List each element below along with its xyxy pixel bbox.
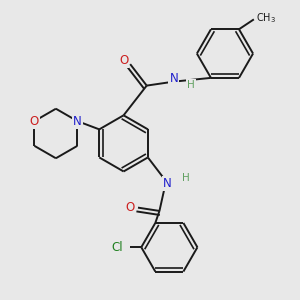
Text: H: H bbox=[187, 80, 195, 90]
Text: H: H bbox=[182, 173, 190, 183]
Text: O: O bbox=[125, 201, 134, 214]
Text: O: O bbox=[30, 115, 39, 128]
Text: N: N bbox=[169, 73, 178, 85]
Text: Cl: Cl bbox=[112, 241, 123, 254]
Text: N: N bbox=[163, 177, 172, 190]
Text: O: O bbox=[119, 54, 128, 67]
Text: CH$_3$: CH$_3$ bbox=[256, 11, 275, 25]
Text: N: N bbox=[73, 115, 82, 128]
